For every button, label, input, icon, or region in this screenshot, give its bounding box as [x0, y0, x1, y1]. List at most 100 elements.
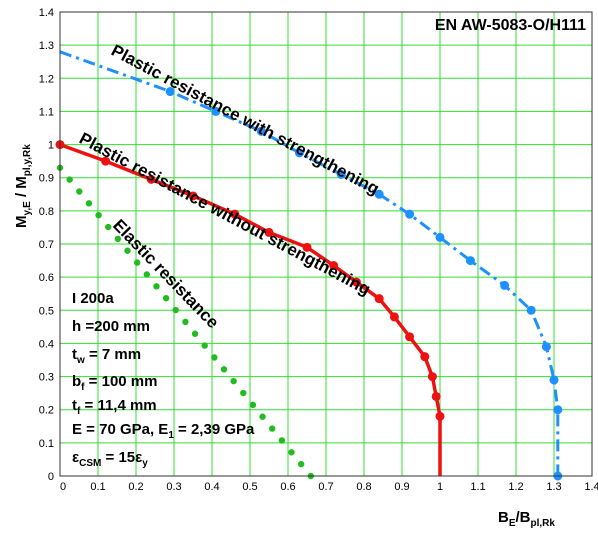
- prop-tf: tf = 11,4 mm: [72, 397, 157, 417]
- point-without-strengthening: [427, 372, 437, 382]
- material-label: EN AW-5083-O/H111: [435, 17, 586, 34]
- point-without-strengthening: [188, 191, 198, 201]
- point-with-strengthening: [294, 148, 304, 158]
- prop-tw: tw = 7 mm: [72, 346, 141, 366]
- point-elastic: [220, 366, 228, 373]
- point-with-strengthening: [211, 106, 221, 116]
- point-elastic: [95, 211, 102, 219]
- point-elastic: [85, 200, 93, 207]
- prop-bf: bf = 100 mm: [72, 373, 157, 393]
- point-elastic: [191, 330, 199, 337]
- y-tick-label: 0.6: [39, 272, 54, 284]
- y-tick-label: 0.4: [39, 338, 54, 350]
- point-without-strengthening: [264, 227, 274, 237]
- point-with-strengthening: [374, 189, 384, 199]
- y-tick-label: 0.3: [39, 372, 54, 384]
- y-tick-label: 0.1: [39, 438, 54, 450]
- x-tick-label: 0: [60, 481, 66, 493]
- x-axis-label: BE/Bpl,Rk: [498, 509, 555, 529]
- point-elastic: [230, 377, 237, 385]
- prop-h: h =200 mm: [72, 318, 150, 335]
- point-without-strengthening: [302, 242, 312, 252]
- line-with-strengthening: [59, 50, 560, 476]
- section-properties: I 200a h =200 mm tw = 7 mm bf = 100 mm t…: [72, 290, 255, 469]
- point-elastic: [114, 235, 122, 243]
- y-tick-label: 1: [48, 140, 54, 152]
- point-elastic: [162, 294, 170, 302]
- point-without-strengthening: [230, 209, 240, 219]
- x-tick-label: 1.2: [508, 481, 523, 493]
- point-elastic: [153, 283, 160, 290]
- point-without-strengthening: [420, 352, 430, 362]
- point-elastic: [172, 306, 179, 314]
- point-with-strengthening: [549, 375, 559, 385]
- point-elastic: [249, 401, 257, 409]
- x-tick-label: 1.4: [584, 481, 598, 493]
- y-tick-label: 1.4: [39, 7, 54, 19]
- y-tick-label: 0.9: [39, 173, 54, 185]
- point-with-strengthening: [336, 169, 346, 179]
- point-with-strengthening: [465, 256, 475, 266]
- x-tick-label: 1: [437, 481, 443, 493]
- y-tick-label: 0.5: [39, 305, 54, 317]
- y-tick-label: 1.2: [39, 73, 54, 85]
- point-elastic: [240, 389, 247, 397]
- x-tick-label: 0.9: [394, 481, 409, 493]
- x-tick-label: 0.2: [128, 481, 143, 493]
- point-without-strengthening: [329, 261, 339, 271]
- point-elastic: [182, 318, 189, 326]
- plot-frame: [59, 11, 593, 477]
- y-axis-label: My,E / Mpl,y,Rk: [13, 144, 33, 228]
- point-elastic: [66, 176, 73, 183]
- point-elastic: [143, 271, 151, 278]
- prop-E: E = 70 GPa, E1 = 2,39 GPa: [72, 421, 255, 441]
- point-elastic: [124, 247, 131, 254]
- series-layer: [55, 50, 563, 481]
- point-elastic: [133, 259, 141, 266]
- point-with-strengthening: [526, 305, 536, 315]
- y-tick-label: 0: [48, 471, 54, 483]
- x-tick-label: 1.3: [546, 481, 561, 493]
- point-with-strengthening: [500, 280, 510, 290]
- prop-eps: εCSM = 15εy: [72, 449, 148, 469]
- point-elastic: [211, 354, 218, 361]
- point-with-strengthening: [165, 87, 175, 97]
- x-tick-label: 0.7: [318, 481, 333, 493]
- point-with-strengthening: [405, 209, 415, 219]
- point-elastic: [201, 342, 208, 349]
- y-tick-label: 0.8: [39, 206, 54, 218]
- point-without-strengthening: [351, 277, 361, 287]
- point-elastic: [76, 188, 83, 195]
- point-with-strengthening: [256, 126, 266, 136]
- point-elastic: [269, 425, 276, 432]
- point-without-strengthening: [374, 294, 384, 304]
- point-without-strengthening: [146, 174, 156, 184]
- point-elastic: [288, 449, 295, 456]
- point-with-strengthening: [541, 342, 551, 352]
- point-elastic: [105, 223, 112, 231]
- point-with-strengthening: [435, 232, 445, 242]
- grid: [59, 11, 593, 477]
- section-name: I 200a: [72, 290, 114, 307]
- y-tick-label: 1.1: [39, 106, 54, 118]
- x-tick-label: 0.8: [356, 481, 371, 493]
- x-tick-label: 0.1: [90, 481, 105, 493]
- y-tick-label: 0.7: [39, 239, 54, 251]
- y-tick-label: 0.2: [39, 405, 54, 417]
- point-elastic: [297, 460, 305, 468]
- point-without-strengthening: [389, 312, 399, 322]
- point-with-strengthening: [553, 405, 563, 415]
- x-tick-label: 0.5: [242, 481, 257, 493]
- x-tick-label: 1.1: [470, 481, 485, 493]
- point-without-strengthening: [101, 156, 111, 166]
- point-elastic: [278, 437, 286, 444]
- y-tick-label: 1.3: [39, 40, 54, 52]
- x-tick-label: 0.4: [204, 481, 219, 493]
- x-tick-label: 0.6: [280, 481, 295, 493]
- y-tick-labels: 0 0.1 0.2 0.3 0.4 0.5 0.6 0.7 0.8 0.9 1 1.1 1.2 1.3 1.…: [39, 7, 54, 483]
- point-without-strengthening: [435, 411, 445, 421]
- x-tick-labels: 0 0.1 0.2 0.3 0.4 0.5 0.6 0.7 0.8 0.9 1 1.1 1.2 1.3 1.…: [60, 481, 598, 493]
- point-without-strengthening: [431, 391, 441, 401]
